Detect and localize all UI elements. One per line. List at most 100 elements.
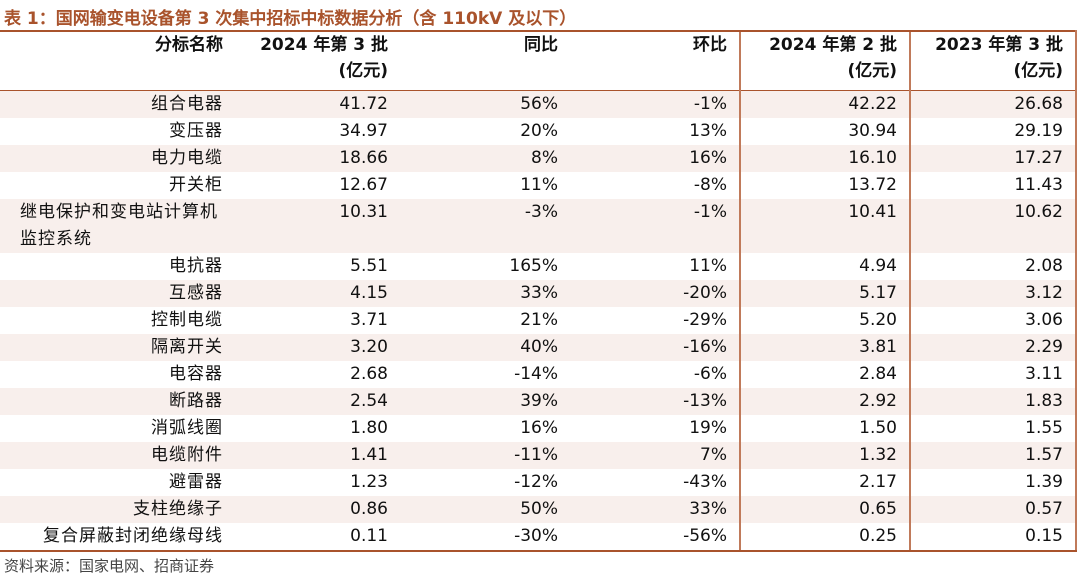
table-cell: 13% <box>689 121 727 141</box>
header-row: 分标名称 2024 年第 3 批 (亿元) 同比 环比 2024 年第 2 批 (亿元) 20… <box>0 30 1077 91</box>
table-cell: -29% <box>683 310 727 330</box>
table-cell: 1.57 <box>909 442 1077 469</box>
header-label: 环比 <box>693 35 727 55</box>
header-unit: (亿元) <box>1013 61 1063 81</box>
table-cell: 4.15 <box>235 280 400 307</box>
table-cell: 0.57 <box>909 496 1077 523</box>
table-cell: 2.54 <box>235 388 400 415</box>
table-cell: 2.29 <box>909 334 1077 361</box>
table-row: 支柱绝缘子 0.86 50% 33% 0.65 0.57 <box>0 496 1077 523</box>
table-row: 断路器 2.54 39% -13% 2.92 1.83 <box>0 388 1077 415</box>
table-row: 电力电缆 18.66 8% 16% 16.10 17.27 <box>0 145 1077 172</box>
table-cell: 1.50 <box>739 415 910 442</box>
table-cell: 1.32 <box>739 442 910 469</box>
table-cell: 电容器 <box>169 364 223 384</box>
table-row: 变压器 34.97 20% 13% 30.94 29.19 <box>0 118 1077 145</box>
header-cell: 2024 年第 2 批 (亿元) <box>739 30 910 91</box>
table-cell: -1% <box>570 90 740 118</box>
table-cell: 2.08 <box>909 253 1077 280</box>
header-unit: (亿元) <box>338 61 388 81</box>
table-row: 互感器 4.15 33% -20% 5.17 3.12 <box>0 280 1077 307</box>
table-cell: 20% <box>520 121 558 141</box>
table-row: 复合屏蔽封闭绝缘母线 0.11 -30% -56% 0.25 0.15 <box>0 523 1077 552</box>
table-cell: -56% <box>570 523 740 552</box>
table-cell: 电抗器 <box>169 256 223 276</box>
table-row: 电容器 2.68 -14% -6% 2.84 3.11 <box>0 361 1077 388</box>
table-cell: 隔离开关 <box>0 334 235 361</box>
table-row: 隔离开关 3.20 40% -16% 3.81 2.29 <box>0 334 1077 361</box>
table-cell: 33% <box>570 496 740 523</box>
table-cell: 16% <box>570 145 740 172</box>
table-cell: 0.25 <box>739 523 910 552</box>
table-cell: 11% <box>520 175 558 195</box>
table-cell: 开关柜 <box>169 175 223 195</box>
table-cell: 39% <box>400 388 570 415</box>
table-cell: 40% <box>400 334 570 361</box>
table-cell: 30.94 <box>739 118 910 145</box>
table-cell: 2.84 <box>739 361 910 388</box>
table-cell: -3% <box>400 199 570 253</box>
table-cell: 1.83 <box>909 388 1077 415</box>
table-row: 消弧线圈 1.80 16% 19% 1.50 1.55 <box>0 415 1077 442</box>
table-cell: 1.39 <box>909 469 1077 496</box>
table-cell: 5.17 <box>739 280 910 307</box>
table-cell: 断路器 <box>0 388 235 415</box>
table-cell: 13.72 <box>739 172 910 199</box>
table-cell: 电力电缆 <box>0 145 235 172</box>
table-cell: 5.51 <box>350 256 388 276</box>
table-cell: -11% <box>400 442 570 469</box>
table-cell: 3.81 <box>739 334 910 361</box>
table-cell: 12.67 <box>339 175 388 195</box>
table-cell: 7% <box>570 442 740 469</box>
table-cell: 3.20 <box>235 334 400 361</box>
table-cell: 控制电缆 <box>151 310 223 330</box>
table-cell: 11.43 <box>909 172 1077 199</box>
table-cell: 0.11 <box>235 523 400 552</box>
table-cell: -6% <box>693 364 727 384</box>
table-cell: -13% <box>570 388 740 415</box>
table-cell: 1.41 <box>235 442 400 469</box>
table-cell: -12% <box>514 472 558 492</box>
table-cell: 1.80 <box>350 418 388 438</box>
header-cell: 同比 <box>400 30 570 91</box>
table-cell: 16.10 <box>739 145 910 172</box>
table-cell: 消弧线圈 <box>151 418 223 438</box>
header-unit: (亿元) <box>847 61 897 81</box>
table-row: 组合电器 41.72 56% -1% 42.22 26.68 <box>0 90 1077 118</box>
table-cell: 4.94 <box>739 253 910 280</box>
table-cell: 支柱绝缘子 <box>0 496 235 523</box>
table-cell: 3.71 <box>350 310 388 330</box>
table-cell: 10.31 <box>235 199 400 253</box>
table-cell: -8% <box>693 175 727 195</box>
header-label: 2024 年第 3 批 <box>260 35 388 55</box>
table-cell: 1.23 <box>350 472 388 492</box>
table-cell: 165% <box>509 256 558 276</box>
header-label: 2024 年第 2 批 <box>769 35 897 55</box>
table-cell: 互感器 <box>0 280 235 307</box>
table-cell: 复合屏蔽封闭绝缘母线 <box>0 523 235 552</box>
table-cell: 56% <box>400 90 570 118</box>
table-cell: 0.15 <box>909 523 1077 552</box>
table-cell: 0.86 <box>235 496 400 523</box>
table-cell: 2.17 <box>739 469 910 496</box>
table-cell: 3.06 <box>909 307 1077 334</box>
table-cell: 18.66 <box>235 145 400 172</box>
table-cell: -1% <box>570 199 740 253</box>
table-cell: 26.68 <box>909 90 1077 118</box>
table-cell: 3.11 <box>909 361 1077 388</box>
table-cell: 41.72 <box>235 90 400 118</box>
table-cell: 29.19 <box>909 118 1077 145</box>
table-title: 表 1：国网输变电设备第 3 次集中招标中标数据分析（含 110kV 及以下） <box>4 9 577 29</box>
table-cell: -16% <box>570 334 740 361</box>
table-cell: 组合电器 <box>0 90 235 118</box>
table-cell: 继电保护和变电站计算机监控系统 <box>0 199 235 253</box>
table-cell: -43% <box>683 472 727 492</box>
table-cell: 42.22 <box>739 90 910 118</box>
table-cell: 5.20 <box>739 307 910 334</box>
table-cell: 8% <box>400 145 570 172</box>
header-label: 2023 年第 3 批 <box>935 35 1063 55</box>
table-row: 继电保护和变电站计算机监控系统 10.31 -3% -1% 10.41 10.62 <box>0 199 1077 253</box>
table-cell: 2.92 <box>739 388 910 415</box>
table-row: 电缆附件 1.41 -11% 7% 1.32 1.57 <box>0 442 1077 469</box>
